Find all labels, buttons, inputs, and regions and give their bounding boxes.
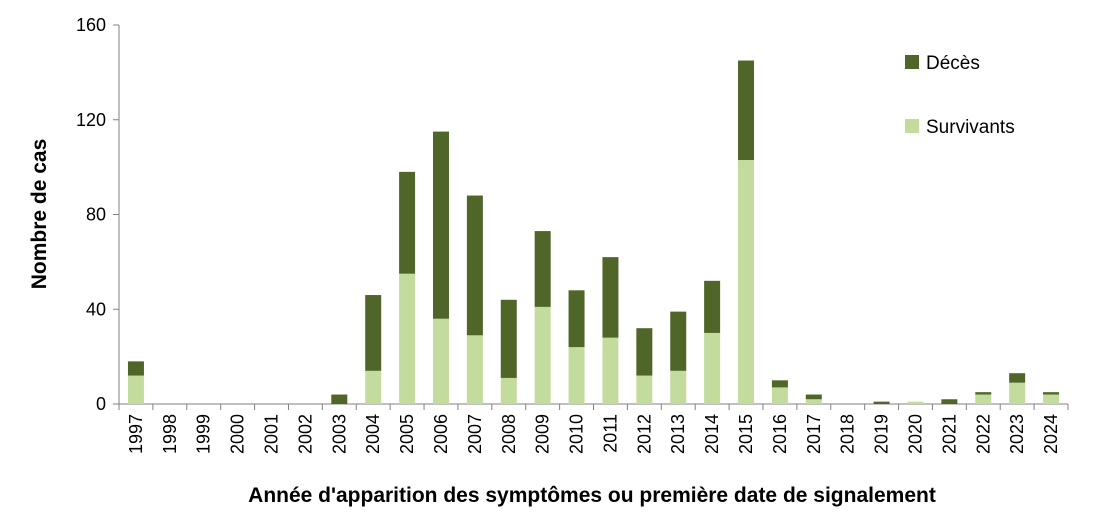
bar-survivants-2020 [907, 401, 924, 404]
bar-deces-2013 [670, 311, 687, 371]
x-tick-label: 1997 [126, 414, 146, 454]
bar-survivants-2013 [670, 370, 687, 404]
bar-deces-2023 [1009, 373, 1026, 383]
y-axis-title: Nombre de cas [28, 139, 51, 290]
x-tick-label: 2000 [228, 414, 248, 454]
x-tick-label: 2015 [736, 414, 756, 454]
bar-deces-2009 [534, 231, 551, 307]
y-tick-label: 80 [86, 205, 106, 225]
bar-deces-2008 [500, 299, 517, 378]
x-tick-label: 2023 [1007, 414, 1027, 454]
x-tick-label: 2007 [465, 414, 485, 454]
bar-deces-2016 [771, 380, 788, 388]
bar-survivants-2005 [399, 273, 416, 404]
bar-survivants-1997 [127, 375, 144, 404]
bar-survivants-2009 [534, 306, 551, 404]
x-tick-label: 2021 [939, 414, 959, 454]
bar-survivants-2014 [704, 332, 721, 404]
bars [127, 60, 1060, 404]
x-tick-label: 2013 [668, 414, 688, 454]
bar-deces-2010 [568, 290, 585, 348]
legend-label: Décès [926, 53, 980, 74]
legend-label: Survivants [926, 117, 1015, 138]
x-tick-label: 2014 [702, 414, 722, 454]
bar-survivants-2008 [500, 377, 517, 404]
x-tick-label: 2006 [431, 414, 451, 454]
bar-deces-2005 [399, 171, 416, 274]
bar-deces-2003 [331, 394, 348, 404]
bar-deces-2024 [1043, 392, 1060, 395]
legend: Décès Survivants [905, 53, 1015, 138]
bar-survivants-2004 [365, 370, 382, 404]
bar-deces-1997 [127, 361, 144, 376]
bar-deces-2015 [738, 60, 755, 161]
x-tick-label: 2010 [567, 414, 587, 454]
y-tick-label: 0 [96, 394, 106, 414]
y-tick-label: 160 [76, 15, 106, 35]
bar-survivants-2023 [1009, 382, 1026, 404]
x-tick-label: 2011 [600, 414, 620, 453]
x-tick-label: 2022 [973, 414, 993, 454]
y-axis: 0 40 80 120 160 [76, 15, 120, 414]
x-tick-label: 2003 [329, 414, 349, 454]
y-tick-label: 120 [76, 110, 106, 130]
x-tick-label: 2016 [770, 414, 790, 454]
x-tick-label: 2002 [295, 414, 315, 454]
x-axis-title: Année d'apparition des symptômes ou prem… [248, 484, 936, 507]
bar-deces-2007 [466, 195, 483, 336]
bar-survivants-2010 [568, 347, 585, 404]
x-tick-label: 2019 [872, 414, 892, 454]
x-tick-label: 1999 [194, 414, 214, 454]
x-axis: 1997 1998 1999 2000 2001 2002 2003 2004 2005 2006… [118, 403, 1069, 454]
legend-swatch [905, 55, 919, 69]
x-tick-label: 2024 [1041, 414, 1061, 454]
bar-deces-2021 [941, 399, 958, 404]
bar-survivants-2006 [432, 318, 449, 404]
x-tick-label: 2008 [499, 414, 519, 454]
bar-deces-2022 [975, 392, 992, 395]
x-tick-label: 2018 [838, 414, 858, 454]
bar-survivants-2015 [738, 160, 755, 404]
bar-deces-2004 [365, 295, 382, 371]
bar-survivants-2007 [466, 335, 483, 404]
bar-survivants-2017 [805, 399, 822, 404]
x-tick-label: 2012 [634, 414, 654, 454]
legend-swatch [905, 119, 919, 133]
bar-deces-2011 [602, 257, 619, 338]
x-tick-label: 1998 [160, 414, 180, 454]
y-tick-label: 40 [86, 299, 106, 319]
x-tick-label: 2005 [397, 414, 417, 454]
bar-deces-2017 [805, 394, 822, 400]
bar-deces-2012 [636, 328, 653, 376]
bar-survivants-2022 [975, 394, 992, 404]
bar-survivants-2011 [602, 337, 619, 404]
x-tick-label: 2004 [363, 414, 383, 454]
x-tick-label: 2017 [804, 414, 824, 454]
x-tick-label: 2020 [905, 414, 925, 454]
bar-deces-2019 [873, 401, 890, 404]
bar-deces-2014 [704, 280, 721, 333]
bar-survivants-2024 [1043, 394, 1060, 404]
bar-survivants-2012 [636, 375, 653, 404]
x-tick-label: 2001 [262, 414, 282, 454]
bar-survivants-2016 [771, 387, 788, 404]
bar-deces-2006 [432, 131, 449, 319]
x-tick-label: 2009 [533, 414, 553, 454]
